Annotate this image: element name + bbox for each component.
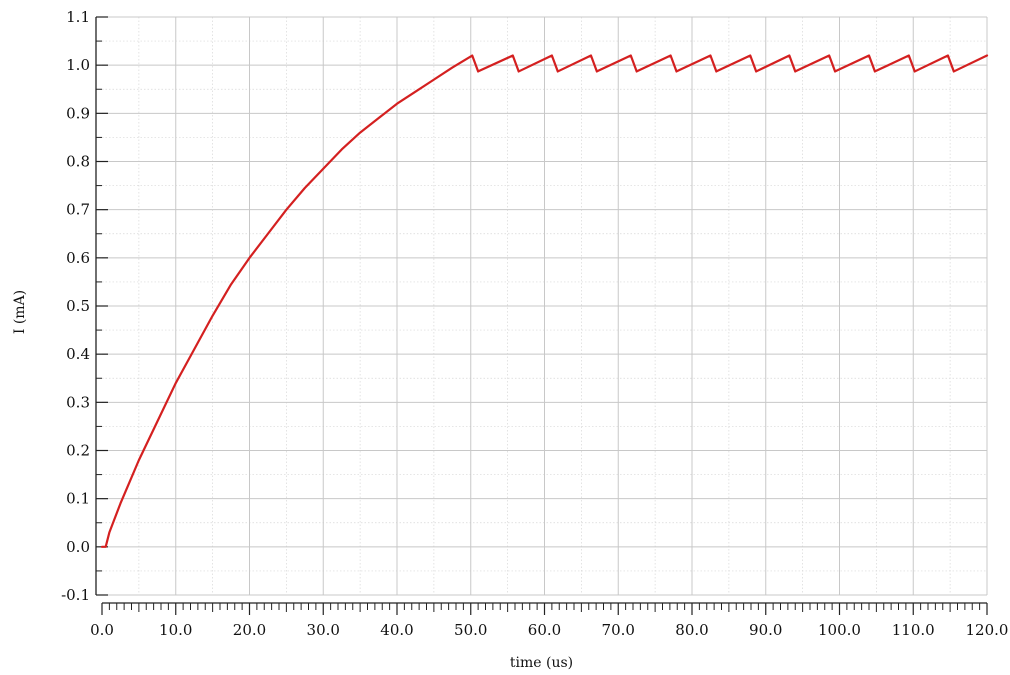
y-tick-label: 0.2	[66, 442, 90, 460]
y-tick-label: -0.1	[61, 586, 90, 604]
y-tick-label: 0.5	[66, 297, 90, 315]
x-tick-label: 60.0	[528, 621, 561, 639]
axes	[95, 17, 987, 604]
x-tick-label: 50.0	[454, 621, 487, 639]
x-tick-label: 40.0	[380, 621, 413, 639]
series-layer	[100, 54, 989, 548]
x-tick-label: 90.0	[749, 621, 782, 639]
x-tick-label: 20.0	[233, 621, 266, 639]
y-tick-label: 1.0	[66, 56, 90, 74]
y-tick-label: 0.4	[66, 345, 90, 363]
tick-labels: -0.10.00.10.20.30.40.50.60.70.80.91.01.1…	[61, 8, 1008, 639]
y-tick-label: 1.1	[66, 8, 90, 26]
y-tick-label: 0.8	[66, 153, 90, 171]
y-tick-label: 0.9	[66, 104, 90, 122]
x-tick-label: 120.0	[966, 621, 1009, 639]
x-axis-title: time (us)	[510, 655, 573, 671]
tick-marks	[96, 16, 988, 615]
x-tick-label: 0.0	[90, 621, 114, 639]
x-tick-label: 30.0	[307, 621, 340, 639]
x-tick-label: 100.0	[818, 621, 861, 639]
x-tick-label: 110.0	[892, 621, 935, 639]
y-tick-label: 0.3	[66, 393, 90, 411]
y-axis-title: I (mA)	[12, 290, 28, 334]
x-tick-label: 70.0	[602, 621, 635, 639]
y-tick-label: 0.6	[66, 249, 90, 267]
x-tick-label: 80.0	[675, 621, 708, 639]
major-grid	[102, 16, 988, 596]
y-tick-label: 0.7	[66, 201, 90, 219]
y-tick-label: 0.0	[66, 538, 90, 556]
x-tick-label: 10.0	[159, 621, 192, 639]
y-tick-label: 0.1	[66, 490, 90, 508]
series-line-current	[100, 54, 989, 548]
